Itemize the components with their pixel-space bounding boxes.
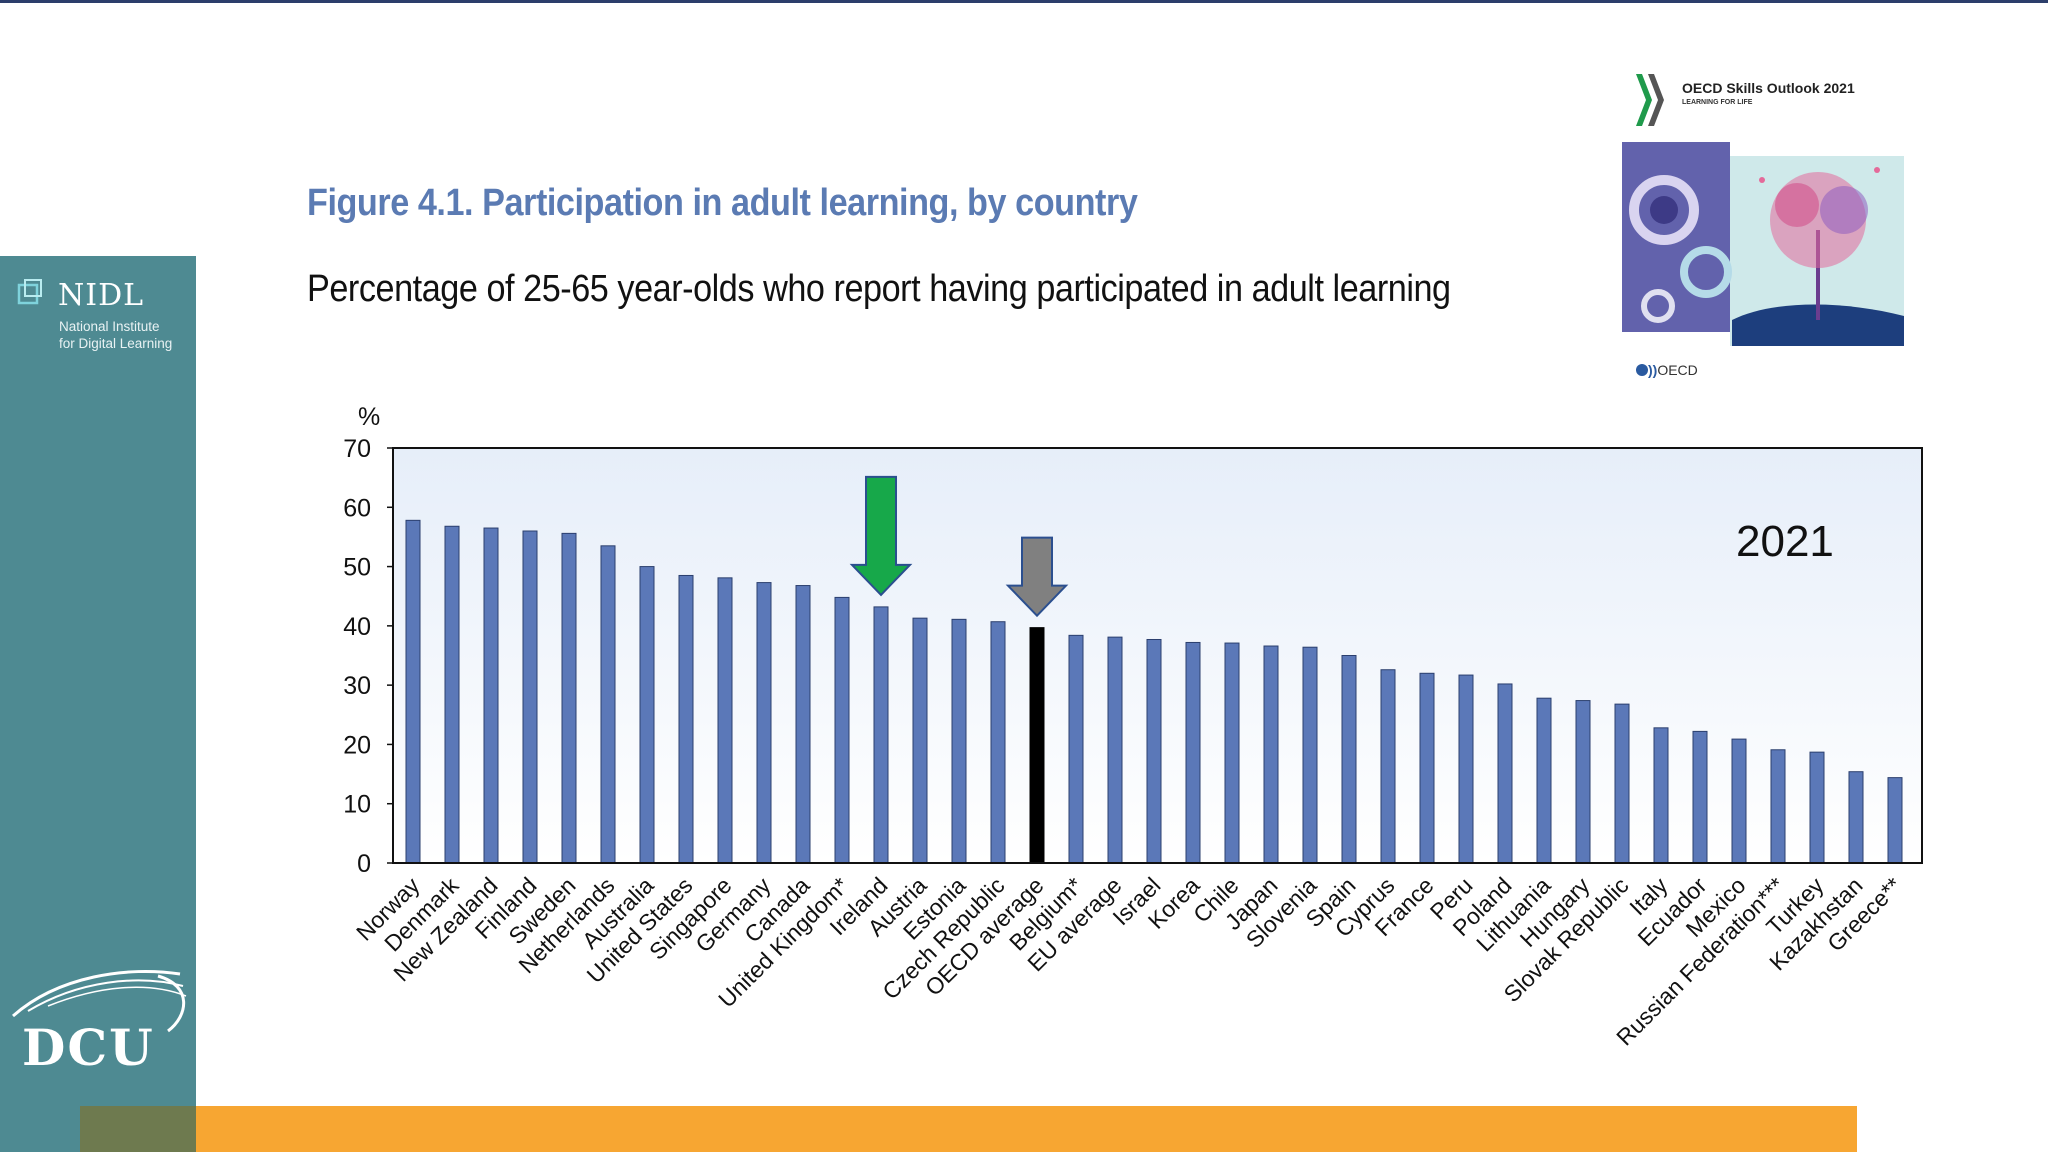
bar [1302, 646, 1318, 864]
bar [1497, 683, 1513, 864]
bar [522, 530, 538, 864]
y-tick-label: 10 [343, 791, 371, 819]
bar [1848, 771, 1864, 864]
bar [1614, 703, 1630, 864]
cover-title: OECD Skills Outlook 2021 [1682, 80, 1855, 96]
bar [1263, 645, 1279, 864]
bar [1341, 655, 1357, 864]
green-arrow-icon [849, 475, 913, 597]
y-axis-label: % [358, 403, 380, 431]
bar [1419, 672, 1435, 864]
bar [1692, 730, 1708, 864]
cover-publisher-label: OECD [1657, 362, 1698, 378]
dcu-wordmark: DCU [22, 1018, 155, 1077]
bar [873, 606, 889, 864]
footer-bar [80, 1106, 1857, 1152]
y-tick-label: 70 [343, 435, 371, 463]
bar [1653, 727, 1669, 864]
bar [1068, 634, 1084, 864]
bar [678, 574, 694, 864]
oecd-globe-icon [1636, 364, 1648, 376]
bar [1809, 751, 1825, 864]
bar [1575, 700, 1591, 864]
nidl-name: NIDL [58, 278, 145, 313]
bar [1146, 638, 1162, 864]
bar [1107, 636, 1123, 864]
y-tick-label: 0 [357, 850, 371, 878]
figure-title: Figure 4.1. Participation in adult learn… [307, 182, 1138, 224]
bar [561, 532, 577, 864]
bar [834, 596, 850, 864]
figure-subtitle: Percentage of 25-65 year-olds who report… [307, 268, 1451, 310]
bar [990, 621, 1006, 864]
bar [912, 617, 928, 864]
bar [444, 525, 460, 864]
y-tick-label: 30 [343, 672, 371, 700]
dcu-swoosh-icon [12, 969, 187, 1033]
y-tick-label: 50 [343, 554, 371, 582]
y-tick-label: 60 [343, 494, 371, 522]
bar [717, 577, 733, 864]
bar [1731, 738, 1747, 864]
bar [483, 527, 499, 864]
cover-tagline: LEARNING FOR LIFE [1682, 99, 1753, 106]
bar [600, 545, 616, 864]
bar [1224, 642, 1240, 864]
nidl-subtitle-line2: for Digital Learning [59, 336, 173, 351]
report-cover: OECD Skills Outlook 2021 LEARNING FOR LI… [1622, 70, 1912, 380]
footer-bar-overlap [80, 1106, 196, 1152]
nidl-subtitle: National Institute for Digital Learning [59, 318, 172, 352]
bar [1887, 777, 1903, 864]
y-tick-label: 20 [343, 731, 371, 759]
bar [1380, 669, 1396, 864]
bar [1029, 627, 1045, 864]
bar [951, 618, 967, 864]
cover-artwork-icon [1622, 74, 1904, 346]
nidl-mark-icon [17, 279, 42, 305]
cover-publisher: ))OECD [1636, 362, 1698, 378]
bar [405, 519, 421, 864]
year-annotation: 2021 [1736, 517, 1834, 566]
top-border [0, 0, 2048, 3]
bar [639, 566, 655, 864]
sidebar: NIDL National Institute for Digital Lear… [0, 256, 196, 1152]
bar [756, 582, 772, 864]
bar [795, 585, 811, 864]
bar [1185, 641, 1201, 864]
y-tick-label: 40 [343, 613, 371, 641]
bar [1536, 697, 1552, 864]
nidl-subtitle-line1: National Institute [59, 319, 160, 334]
bar [1770, 749, 1786, 864]
bar [1458, 674, 1474, 864]
grey-arrow-icon [1005, 536, 1069, 618]
